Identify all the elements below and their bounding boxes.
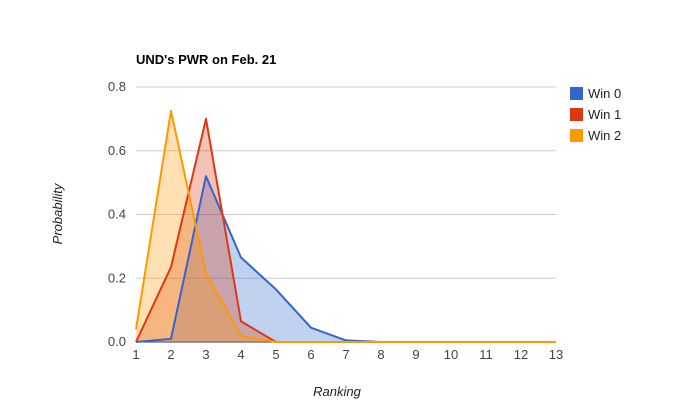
y-axis-title: Probability xyxy=(50,182,65,244)
series-area-2 xyxy=(136,118,556,342)
series-areas xyxy=(136,110,556,342)
x-tick-label: 1 xyxy=(132,347,139,362)
legend-swatch xyxy=(570,87,583,100)
y-tick-label: 0.8 xyxy=(108,79,126,94)
x-tick-label: 12 xyxy=(514,347,528,362)
x-tick-label: 9 xyxy=(412,347,419,362)
x-axis-ticks: 1 2 3 4 5 6 7 8 9 10 11 12 13 xyxy=(132,347,563,362)
legend-label: Win 1 xyxy=(588,107,621,122)
y-axis-ticks: 0.0 0.2 0.4 0.6 0.8 xyxy=(108,79,126,349)
chart-title: UND's PWR on Feb. 21 xyxy=(136,52,276,67)
x-axis-title: Ranking xyxy=(313,384,361,399)
series-area-3 xyxy=(136,110,556,342)
x-tick-label: 6 xyxy=(307,347,314,362)
series-line-3 xyxy=(135,109,556,343)
series-area-1 xyxy=(136,176,556,342)
legend-swatch xyxy=(570,129,583,142)
x-tick-label: 8 xyxy=(377,347,384,362)
legend-label: Win 2 xyxy=(588,128,621,143)
legend-swatch xyxy=(570,108,583,121)
y-tick-label: 0.0 xyxy=(108,334,126,349)
y-tick-label: 0.6 xyxy=(108,143,126,158)
y-tick-label: 0.2 xyxy=(108,270,126,285)
legend-label: Win 0 xyxy=(588,86,621,101)
x-tick-label: 3 xyxy=(202,347,209,362)
x-tick-label: 11 xyxy=(479,347,493,362)
x-tick-label: 10 xyxy=(444,347,458,362)
x-tick-label: 4 xyxy=(237,347,244,362)
x-tick-label: 7 xyxy=(342,347,349,362)
y-tick-label: 0.4 xyxy=(108,207,126,222)
x-tick-label: 5 xyxy=(272,347,279,362)
legend: Win 0 Win 1 Win 2 xyxy=(570,86,621,143)
x-tick-label: 13 xyxy=(549,347,563,362)
x-tick-label: 2 xyxy=(167,347,174,362)
series-lines xyxy=(135,109,556,343)
